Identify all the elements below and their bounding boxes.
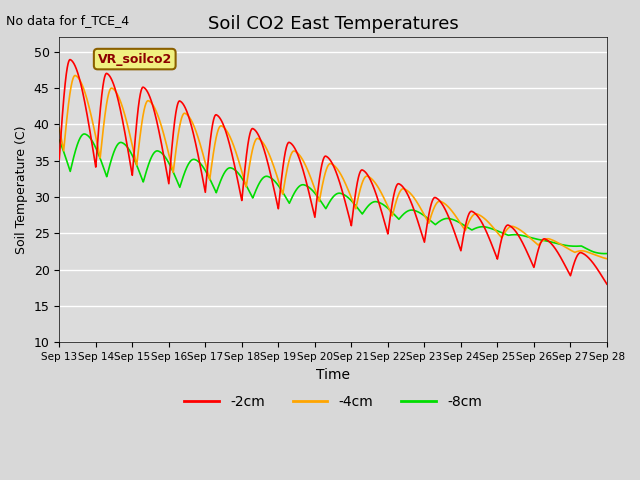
Legend: -2cm, -4cm, -8cm: -2cm, -4cm, -8cm [179, 389, 488, 415]
X-axis label: Time: Time [316, 368, 350, 382]
Text: No data for f_TCE_4: No data for f_TCE_4 [6, 14, 129, 27]
Text: VR_soilco2: VR_soilco2 [98, 53, 172, 66]
Y-axis label: Soil Temperature (C): Soil Temperature (C) [15, 126, 28, 254]
Title: Soil CO2 East Temperatures: Soil CO2 East Temperatures [208, 15, 458, 33]
